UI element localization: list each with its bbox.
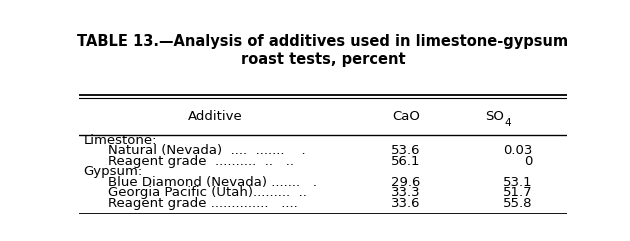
Text: Limestone:: Limestone: — [84, 134, 157, 147]
Text: CaO: CaO — [392, 110, 420, 123]
Text: 4: 4 — [505, 118, 511, 128]
Text: 33.6: 33.6 — [391, 197, 421, 210]
Text: 53.1: 53.1 — [503, 176, 533, 189]
Text: 33.3: 33.3 — [391, 186, 421, 199]
Text: 0: 0 — [524, 155, 533, 168]
Text: Natural (Nevada)  ....  .......    .: Natural (Nevada) .... ....... . — [108, 144, 306, 157]
Text: Additive: Additive — [188, 110, 243, 123]
Text: 29.6: 29.6 — [391, 176, 421, 189]
Text: 55.8: 55.8 — [503, 197, 533, 210]
Text: Blue Diamond (Nevada) .......   .: Blue Diamond (Nevada) ....... . — [108, 176, 317, 189]
Text: 0.03: 0.03 — [503, 144, 533, 157]
Text: Gypsum:: Gypsum: — [84, 165, 143, 178]
Text: TABLE 13.—Analysis of additives used in limestone-gypsum
roast tests, percent: TABLE 13.—Analysis of additives used in … — [77, 34, 568, 67]
Text: 53.6: 53.6 — [391, 144, 421, 157]
Text: 51.7: 51.7 — [503, 186, 533, 199]
Text: SO: SO — [484, 110, 503, 123]
Text: Reagent grade ..............   ....: Reagent grade .............. .... — [108, 197, 298, 210]
Text: Reagent grade  ..........  ..   ..: Reagent grade .......... .. .. — [108, 155, 294, 168]
Text: Georgia Pacific (Utah).........  ..: Georgia Pacific (Utah)......... .. — [108, 186, 307, 199]
Text: 56.1: 56.1 — [391, 155, 421, 168]
